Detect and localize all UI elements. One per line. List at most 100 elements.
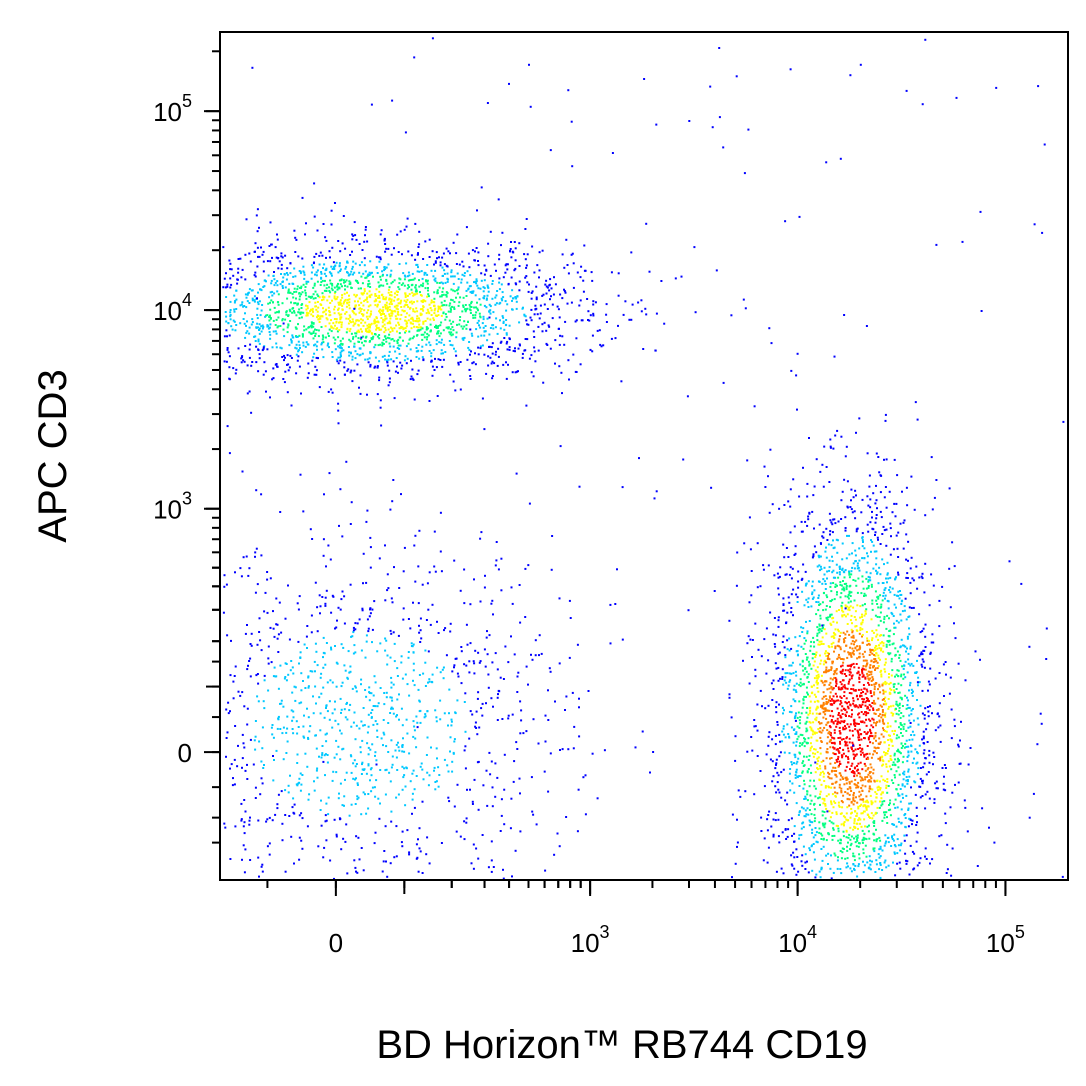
event-dot-pop2 [805, 639, 807, 642]
event-dot-pop1 [340, 326, 343, 329]
event-dot-pop1 [378, 256, 380, 259]
event-dot-pop2 [821, 810, 824, 813]
event-dot-pop2 [857, 732, 860, 735]
event-dot-pop2 [791, 864, 794, 867]
event-dot-pop2 [840, 701, 843, 704]
event-dot-pop1 [273, 271, 275, 273]
event-dot-pop2 [903, 519, 906, 522]
event-dot-pop2 [776, 721, 779, 723]
event-dot-pop1 [383, 323, 386, 326]
event-dot-pop1 [269, 396, 271, 399]
event-dot-pop1 [435, 366, 438, 369]
event-dot-pop2 [879, 800, 881, 803]
event-dot-pop1 [407, 319, 410, 322]
event-dot-pop2 [860, 812, 863, 815]
event-dot-pop2 [774, 734, 777, 737]
event-dot-pop2 [850, 842, 853, 845]
event-dot-pop1 [229, 268, 232, 271]
event-dot-pop1 [449, 252, 451, 255]
event-dot-pop2 [805, 727, 808, 730]
event-dot-pop2 [834, 802, 837, 804]
event-dot-pop1 [432, 319, 435, 321]
event-dot-pop2 [888, 744, 891, 747]
event-dot-pop1 [349, 371, 352, 374]
event-dot-pop2 [813, 748, 816, 751]
event-dot-pop2 [874, 747, 877, 750]
event-dot-pop1 [389, 275, 392, 278]
event-dot-pop2 [867, 670, 870, 673]
event-dot-pop1 [496, 332, 499, 335]
event-dot-pop1 [536, 264, 539, 267]
event-dot-pop2 [893, 851, 896, 854]
event-dot-pop1 [376, 335, 379, 338]
event-dot-pop1 [425, 338, 428, 341]
event-dot-pop1 [518, 289, 521, 292]
event-dot-pop2 [850, 715, 853, 718]
event-dot-pop1 [354, 350, 357, 353]
event-dot-pop1 [350, 321, 352, 324]
event-dot-pop1 [340, 313, 343, 316]
event-dot-pop1 [404, 304, 407, 307]
event-dot-pop1 [505, 309, 508, 312]
event-dot-pop1 [269, 221, 272, 224]
event-dot-pop2 [841, 609, 843, 612]
event-dot-pop2 [905, 739, 908, 742]
event-dot-pop2 [802, 760, 805, 763]
event-dot-pop2 [860, 787, 863, 789]
event-dot-pop1 [331, 326, 334, 329]
event-dot-pop2 [832, 699, 835, 702]
event-dot-pop2 [867, 575, 870, 578]
event-dot-pop2 [821, 681, 824, 684]
event-dot-pop2 [818, 523, 821, 526]
event-dot-pop2 [875, 452, 878, 455]
event-dot-pop1 [447, 278, 449, 281]
event-dot-pop1 [278, 260, 281, 263]
event-dot-pop1 [322, 267, 324, 270]
event-dot-pop1 [511, 308, 514, 311]
event-dot-pop2 [883, 663, 886, 666]
event-dot-pop1 [459, 316, 462, 318]
event-dot-pop2 [853, 599, 856, 602]
event-dot-pop2 [884, 700, 886, 703]
event-dot-pop1 [305, 341, 308, 344]
event-dot-pop1 [605, 303, 608, 306]
event-dot-pop2 [840, 787, 843, 790]
event-dot-pop1 [348, 319, 351, 322]
event-dot-pop2 [852, 634, 855, 637]
event-dot-pop1 [571, 252, 574, 255]
event-dot-pop1 [307, 372, 310, 375]
event-dot-pop2 [845, 741, 848, 744]
event-dot-pop1 [343, 301, 346, 304]
event-dot-pop1 [475, 280, 478, 283]
event-dot-pop1 [483, 264, 486, 267]
event-dot-pop2 [829, 438, 832, 441]
event-dot-pop2 [879, 864, 882, 866]
event-dot-pop1 [352, 234, 355, 237]
event-dot-pop2 [863, 698, 865, 701]
event-dot-pop2 [836, 621, 838, 624]
event-dot-pop2 [834, 583, 837, 586]
event-dot-pop1 [408, 338, 411, 341]
event-dot-pop1 [289, 354, 292, 357]
event-dot-pop2 [811, 869, 814, 872]
event-dot-pop2 [890, 674, 893, 677]
event-dot-pop2 [919, 777, 922, 780]
event-dot-pop1 [535, 285, 538, 288]
event-dot-pop1 [298, 292, 301, 295]
event-dot-pop2 [768, 327, 771, 330]
event-dot-pop2 [829, 677, 832, 680]
event-dot-pop2 [832, 721, 835, 724]
event-dot-pop2 [819, 662, 822, 665]
event-dot-pop1 [605, 313, 608, 316]
event-dot-pop2 [843, 728, 846, 731]
event-dot-pop2 [828, 559, 831, 562]
event-dot-pop1 [583, 244, 586, 247]
event-dot-pop1 [558, 343, 561, 346]
event-dot-pop2 [841, 713, 844, 715]
event-dot-pop2 [844, 857, 847, 860]
event-dot-pop2 [768, 810, 771, 813]
event-dot-pop2 [850, 746, 853, 749]
event-dot-pop1 [401, 309, 404, 312]
event-dot-pop2 [830, 667, 833, 670]
event-dot-pop1 [401, 326, 404, 329]
